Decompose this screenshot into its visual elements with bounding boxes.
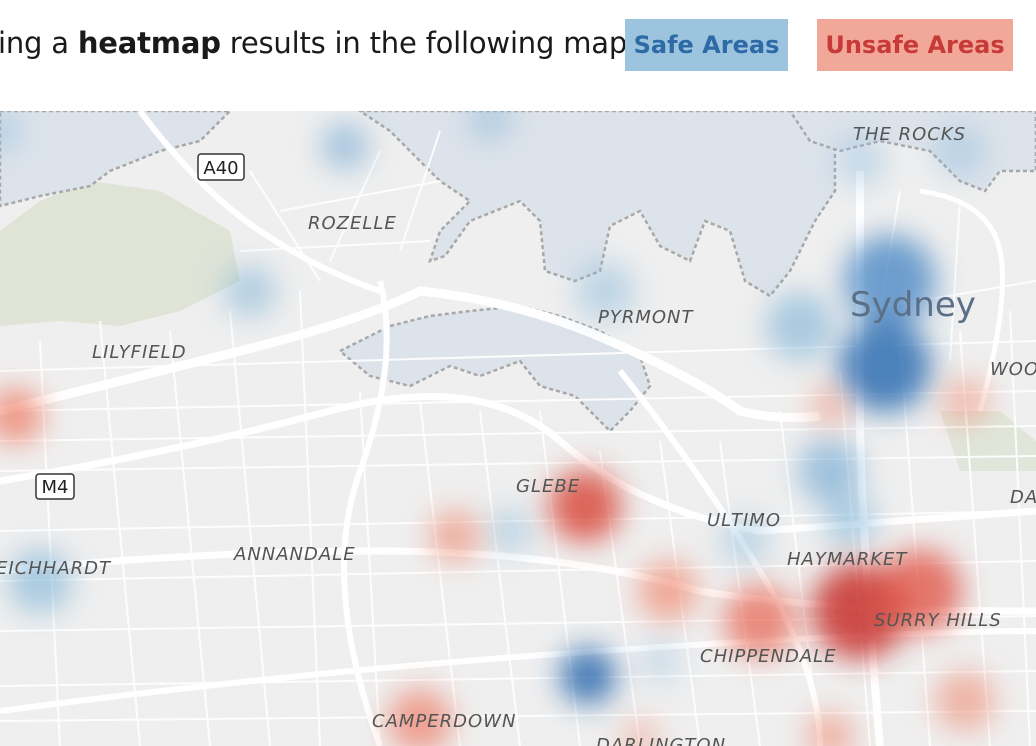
caption-suffix: results in the following map. (220, 26, 637, 60)
caption-header: ing a heatmap results in the following m… (0, 0, 1036, 110)
suburb-label-glebe: GLEBE (516, 476, 580, 497)
suburb-label-darlinghurst: DA (1010, 487, 1036, 508)
suburb-label-ultimo: ULTIMO (707, 510, 781, 531)
suburb-label-woolloomooloo: WOO (990, 359, 1036, 380)
suburb-label-annandale: ANNANDALE (233, 544, 356, 565)
suburb-label-the-rocks: THE ROCKS (853, 124, 966, 145)
suburb-label-chippendale: CHIPPENDALE (700, 646, 837, 667)
road-shield-m4-label: M4 (42, 477, 69, 498)
suburb-label-camperdown: CAMPERDOWN (372, 711, 516, 732)
road-shield-a40-label: A40 (203, 158, 238, 179)
legend-unsafe-areas: Unsafe Areas (817, 19, 1013, 71)
road-shield-m4: M4 (35, 473, 75, 500)
suburb-label-surry-hills: SURRY HILLS (874, 610, 1002, 631)
park-area (0, 181, 240, 326)
map-canvas[interactable]: A40 M4 THE ROCKS ROZELLE LILYFIELD PYRMO… (0, 111, 1036, 746)
suburb-label-darlington: DARLINGTON (596, 735, 726, 746)
suburb-label-rozelle: ROZELLE (308, 213, 397, 234)
suburb-label-leichhardt: EICHHARDT (0, 558, 112, 579)
caption-emphasis: heatmap (77, 26, 221, 60)
suburb-label-lilyfield: LILYFIELD (92, 342, 187, 363)
suburb-label-haymarket: HAYMARKET (787, 549, 908, 570)
suburb-label-pyrmont: PYRMONT (598, 307, 695, 328)
caption-prefix: ing a (0, 26, 78, 60)
city-label-sydney: Sydney (850, 285, 976, 325)
caption-text: ing a heatmap results in the following m… (0, 26, 636, 60)
safe-heat-layer (0, 111, 986, 704)
unsafe-heat-layer (0, 377, 995, 746)
heatmap-map[interactable]: A40 M4 THE ROCKS ROZELLE LILYFIELD PYRMO… (0, 111, 1036, 746)
legend-safe-areas: Safe Areas (625, 19, 788, 71)
road-shield-a40: A40 (197, 153, 245, 181)
